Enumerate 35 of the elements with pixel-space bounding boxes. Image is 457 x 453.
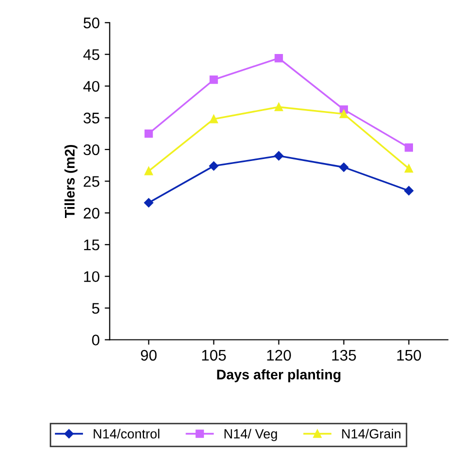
y-tick-label: 45 [83, 49, 100, 60]
point [210, 114, 218, 124]
y-tick-label: 0 [92, 334, 100, 346]
legend-label: N14/control [94, 428, 160, 439]
y-tick-label: 20 [84, 208, 100, 219]
x-tick-label: 105 [202, 350, 226, 361]
point [209, 161, 218, 171]
point [340, 110, 348, 118]
x-tick-label: 90 [140, 350, 157, 361]
y-tick-label: 40 [83, 80, 100, 92]
y-axis-title: Tillers (m2) [64, 144, 78, 218]
point [144, 198, 154, 208]
point [404, 186, 414, 196]
x-tick-label: 150 [397, 350, 421, 361]
point [144, 166, 153, 176]
y-tick-label: 30 [84, 144, 100, 156]
x-tick-label: 135 [332, 350, 356, 361]
y-tick-label: 10 [84, 271, 100, 282]
y-tick-label: 25 [84, 176, 100, 187]
legend-label: N14/ Veg [224, 428, 277, 442]
point [144, 129, 153, 138]
point [274, 54, 283, 62]
point [210, 76, 218, 84]
point [274, 151, 284, 160]
point [339, 162, 348, 172]
x-axis-title: Days after planting [217, 369, 340, 382]
x-tick-label: 120 [267, 350, 291, 361]
point [404, 164, 414, 173]
y-tick-label: 35 [84, 112, 100, 124]
point [404, 143, 414, 152]
y-tick-label: 5 [92, 303, 100, 314]
point [274, 102, 283, 112]
legend-label: N14/Grain [342, 428, 400, 439]
y-tick-label: 15 [84, 240, 100, 250]
y-tick-label: 50 [84, 18, 100, 28]
